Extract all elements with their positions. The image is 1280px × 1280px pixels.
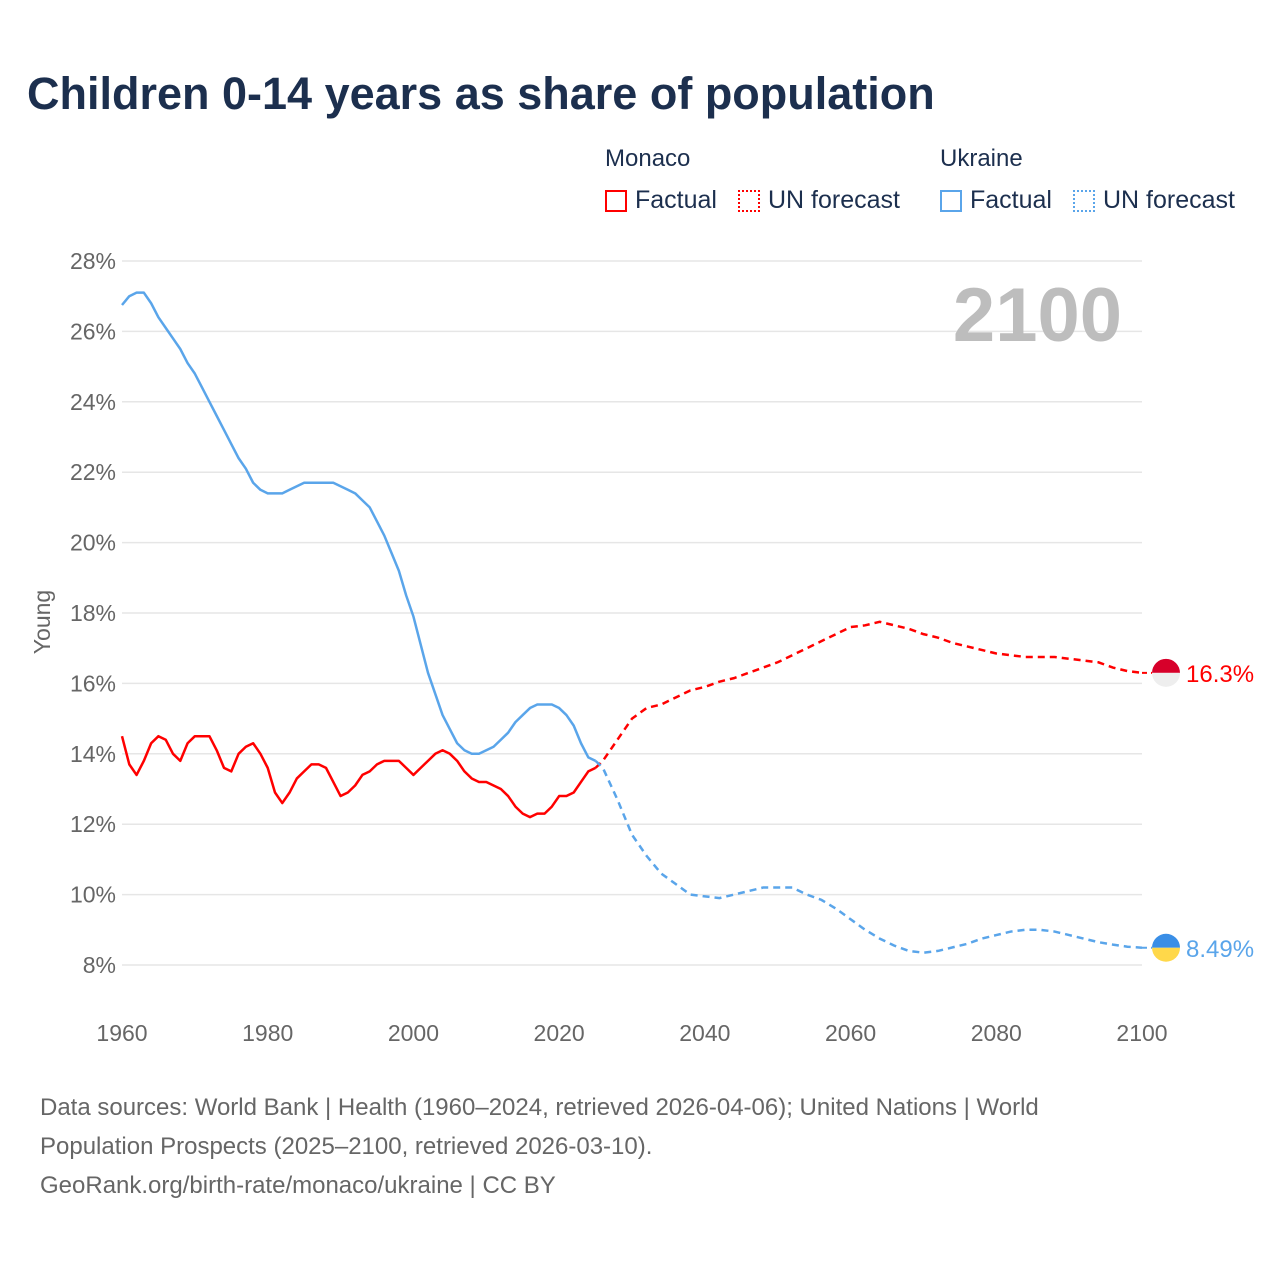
monaco-end-value-label: 16.3% — [1186, 661, 1254, 688]
line-chart: 8% 10% 12% 14% 16% 18% 20% 22% 24% 26% 28% 1960 198… — [29, 248, 1254, 1046]
chart-title: Children 0-14 years as share of populati… — [27, 68, 935, 119]
x-tick-label: 2040 — [679, 1020, 730, 1046]
y-tick-label: 12% — [70, 811, 116, 837]
flag-bottom — [1152, 947, 1181, 962]
x-tick-label: 2020 — [534, 1020, 585, 1046]
footer-sources: Data sources: World Bank | Health (1960–… — [40, 1088, 1190, 1205]
solid-line-swatch-icon — [605, 189, 627, 212]
legend-label: UN forecast — [1103, 186, 1235, 214]
y-tick-label: 20% — [70, 530, 116, 556]
x-tick-label: 1960 — [96, 1020, 147, 1046]
legend-ukraine-forecast[interactable]: UN forecast — [1073, 186, 1235, 215]
legend-ukraine-title: Ukraine — [940, 145, 1023, 172]
legend-label: Factual — [970, 186, 1052, 214]
ukraine-end-value-label: 8.49% — [1186, 936, 1254, 963]
flag-top — [1152, 933, 1181, 948]
y-tick-label: 24% — [70, 389, 116, 415]
legend-monaco-factual[interactable]: Factual — [605, 186, 717, 215]
legend-label: Factual — [635, 186, 717, 214]
y-tick-label: 28% — [70, 248, 116, 274]
current-year-label: 2100 — [952, 273, 1122, 358]
y-axis-label: Young — [29, 590, 55, 654]
monaco-factual-line — [120, 734, 597, 819]
monaco-forecast-line — [594, 620, 1143, 769]
ukraine-flag-icon — [1152, 933, 1181, 962]
flag-top — [1152, 658, 1181, 673]
x-tick-label: 2000 — [388, 1020, 439, 1046]
ukraine-factual-line — [121, 291, 597, 762]
legend-ukraine-factual[interactable]: Factual — [940, 186, 1052, 215]
x-tick-label: 2080 — [971, 1020, 1022, 1046]
footer-line: Data sources: World Bank | Health (1960–… — [40, 1094, 1039, 1121]
dotted-line-swatch-icon — [1073, 189, 1095, 212]
y-tick-label: 16% — [70, 670, 116, 696]
x-tick-label: 1980 — [242, 1020, 293, 1046]
footer-line: Population Prospects (2025–2100, retriev… — [40, 1133, 653, 1160]
legend-label: UN forecast — [768, 186, 900, 214]
footer-link[interactable]: GeoRank.org/birth-rate/monaco/ukraine | … — [40, 1172, 556, 1199]
y-tick-label: 8% — [83, 952, 116, 978]
y-tick-label: 14% — [70, 741, 116, 767]
ukraine-forecast-line — [594, 759, 1143, 954]
legend-monaco-forecast[interactable]: UN forecast — [738, 186, 900, 215]
solid-line-swatch-icon — [940, 189, 962, 212]
legend-monaco-title: Monaco — [605, 145, 691, 172]
y-tick-label: 10% — [70, 882, 116, 908]
y-tick-label: 26% — [70, 318, 116, 344]
monaco-flag-icon — [1152, 658, 1181, 687]
x-tick-label: 2100 — [1116, 1020, 1167, 1046]
x-tick-label: 2060 — [825, 1020, 876, 1046]
y-tick-label: 22% — [70, 459, 116, 485]
flag-bottom — [1152, 672, 1181, 687]
y-tick-label: 18% — [70, 600, 116, 626]
dotted-line-swatch-icon — [738, 189, 760, 212]
